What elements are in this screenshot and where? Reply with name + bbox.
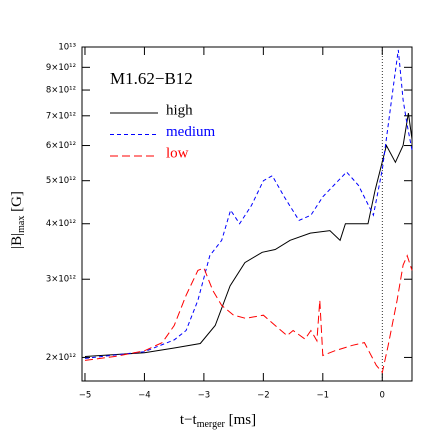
x-tick-label: −1 — [317, 391, 330, 401]
x-tick-label: −3 — [198, 391, 211, 401]
y-label-sub: max — [16, 216, 27, 233]
series-line — [84, 113, 413, 357]
x-tick-label: 0 — [380, 391, 385, 401]
plot-frame — [81, 46, 413, 382]
x-tick-label: −2 — [257, 391, 270, 401]
y-tick-label: 2×10¹² — [46, 353, 76, 363]
legend-label: low — [166, 145, 189, 161]
y-tick-label: 6×10¹² — [46, 141, 76, 151]
y-tick-label: 3×10¹² — [46, 275, 76, 285]
y-tick-label: 10¹³ — [58, 43, 76, 53]
annotation: M1.62−B12 — [110, 69, 193, 88]
y-tick-label: 7×10¹² — [46, 111, 76, 121]
x-axis-label: t−tmerger [ms] — [180, 412, 256, 430]
series-line — [84, 49, 413, 359]
y-tick-label: 9×10¹² — [46, 63, 76, 73]
x-label-sub: merger — [197, 419, 226, 430]
y-tick-label: 8×10¹² — [46, 86, 76, 96]
y-label-part: |B| — [9, 233, 25, 249]
y-label-part: [G] — [9, 191, 25, 216]
x-label-part: [ms] — [225, 412, 256, 428]
legend-label: medium — [166, 124, 215, 140]
legend-label: high — [166, 102, 193, 118]
x-tick-label: −5 — [79, 391, 92, 401]
y-tick-label: 4×10¹² — [46, 219, 76, 229]
x-label-part: t−t — [180, 412, 198, 428]
series-line — [84, 254, 413, 374]
y-axis-label: |B|max [G] — [9, 191, 27, 249]
y-tick-label: 5×10¹² — [46, 176, 76, 186]
x-tick-label: −4 — [138, 391, 151, 401]
